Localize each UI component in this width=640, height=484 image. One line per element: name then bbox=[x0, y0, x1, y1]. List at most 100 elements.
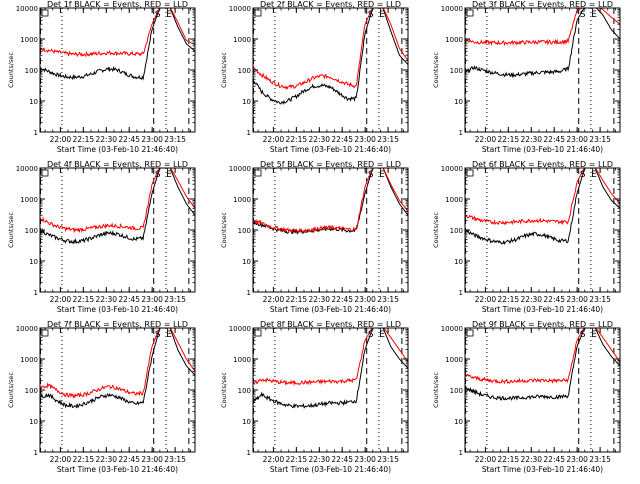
panel-title: Det 1f BLACK = Events, RED = LLD bbox=[47, 0, 188, 9]
x-tick-label: 23:00 bbox=[354, 135, 376, 144]
x-tick-label: 22:30 bbox=[95, 135, 117, 144]
y-tick-label: 1000 bbox=[20, 36, 38, 44]
y-axis-label: Counts/sec bbox=[432, 212, 440, 248]
x-tick-label: 22:45 bbox=[331, 455, 353, 464]
x-tick-label: 22:15 bbox=[498, 455, 520, 464]
x-tick-label: 22:00 bbox=[263, 455, 285, 464]
x-tick-label: 22:45 bbox=[543, 135, 565, 144]
corner-box bbox=[466, 9, 474, 17]
x-tick-label: 22:45 bbox=[543, 295, 565, 304]
corner-box bbox=[41, 329, 49, 337]
marker-s: S bbox=[580, 330, 586, 340]
y-tick-label: 10000 bbox=[441, 5, 463, 13]
x-tick-label: 23:00 bbox=[566, 295, 588, 304]
y-tick-label: 1000 bbox=[233, 196, 251, 204]
series-line-1 bbox=[40, 168, 195, 245]
plot-frame bbox=[39, 167, 196, 293]
panel-title: Det 9f BLACK = Events, RED = LLD bbox=[472, 320, 613, 329]
x-tick-label: 23:15 bbox=[377, 455, 399, 464]
series-line-2 bbox=[253, 8, 408, 91]
series-line-2 bbox=[465, 168, 620, 226]
marker-e: E bbox=[379, 170, 385, 180]
marker-s: S bbox=[155, 170, 161, 180]
y-tick-label: 10 bbox=[454, 258, 463, 266]
plot-frame bbox=[464, 167, 621, 293]
y-tick-label: 10000 bbox=[16, 165, 38, 173]
x-tick-label: 22:45 bbox=[118, 295, 140, 304]
series-line-1 bbox=[40, 328, 195, 409]
marker-s: S bbox=[155, 330, 161, 340]
x-tick-label: 22:30 bbox=[308, 295, 330, 304]
y-axis-label: Counts/sec bbox=[7, 52, 15, 88]
x-axis-label: Start Time (03-Feb-10 21:46:40) bbox=[482, 305, 603, 314]
y-tick-label: 1000 bbox=[445, 196, 463, 204]
x-tick-label: 22:15 bbox=[73, 295, 95, 304]
x-axis-label: Start Time (03-Feb-10 21:46:40) bbox=[482, 465, 603, 474]
y-tick-label: 100 bbox=[238, 67, 251, 75]
x-tick-label: 22:45 bbox=[331, 295, 353, 304]
x-tick-label: 22:00 bbox=[475, 295, 497, 304]
x-tick-label: 23:00 bbox=[566, 135, 588, 144]
y-tick-label: 1 bbox=[459, 289, 463, 297]
y-tick-label: 1 bbox=[459, 449, 463, 457]
series-line-1 bbox=[253, 8, 408, 105]
series-line-1 bbox=[253, 328, 408, 409]
marker-e: E bbox=[379, 330, 385, 340]
panel-title: Det 4f BLACK = Events, RED = LLD bbox=[47, 160, 188, 169]
x-tick-label: 23:15 bbox=[377, 135, 399, 144]
y-tick-label: 100 bbox=[25, 227, 38, 235]
x-axis-label: Start Time (03-Feb-10 21:46:40) bbox=[482, 145, 603, 154]
marker-e: E bbox=[166, 330, 172, 340]
corner-box bbox=[41, 9, 49, 17]
marker-e: E bbox=[591, 170, 597, 180]
y-tick-label: 1 bbox=[247, 129, 251, 137]
plot-frame bbox=[464, 7, 621, 133]
x-tick-label: 22:00 bbox=[50, 455, 72, 464]
x-tick-label: 22:30 bbox=[95, 455, 117, 464]
y-tick-label: 1 bbox=[34, 129, 38, 137]
y-tick-label: 10000 bbox=[16, 5, 38, 13]
marker-e: E bbox=[166, 10, 172, 20]
y-axis-label: Counts/sec bbox=[220, 372, 228, 408]
x-tick-label: 22:00 bbox=[475, 135, 497, 144]
y-tick-label: 1000 bbox=[233, 36, 251, 44]
y-tick-label: 100 bbox=[238, 227, 251, 235]
marker-s: S bbox=[580, 170, 586, 180]
y-tick-label: 10 bbox=[29, 418, 38, 426]
marker-s: S bbox=[368, 170, 374, 180]
x-tick-label: 22:15 bbox=[498, 295, 520, 304]
corner-box bbox=[254, 9, 262, 17]
series-line-1 bbox=[465, 328, 620, 401]
x-tick-label: 22:45 bbox=[543, 455, 565, 464]
y-axis-label: Counts/sec bbox=[220, 52, 228, 88]
x-axis-label: Start Time (03-Feb-10 21:46:40) bbox=[57, 145, 178, 154]
series-line-1 bbox=[465, 168, 620, 245]
y-tick-label: 1 bbox=[247, 289, 251, 297]
y-tick-label: 1000 bbox=[445, 36, 463, 44]
panel-title: Det 6f BLACK = Events, RED = LLD bbox=[472, 160, 613, 169]
x-tick-label: 22:15 bbox=[286, 135, 308, 144]
panel-title: Det 7f BLACK = Events, RED = LLD bbox=[47, 320, 188, 329]
y-tick-label: 1 bbox=[34, 289, 38, 297]
x-tick-label: 22:30 bbox=[95, 295, 117, 304]
x-tick-label: 23:00 bbox=[141, 295, 163, 304]
y-tick-label: 100 bbox=[450, 387, 463, 395]
y-tick-label: 100 bbox=[25, 387, 38, 395]
y-tick-label: 1000 bbox=[445, 356, 463, 364]
y-axis-label: Counts/sec bbox=[7, 372, 15, 408]
x-tick-label: 22:00 bbox=[263, 295, 285, 304]
x-axis-label: Start Time (03-Feb-10 21:46:40) bbox=[57, 305, 178, 314]
y-axis-label: Counts/sec bbox=[432, 52, 440, 88]
y-tick-label: 10 bbox=[242, 98, 251, 106]
y-axis-label: Counts/sec bbox=[432, 372, 440, 408]
panel-title: Det 2f BLACK = Events, RED = LLD bbox=[260, 0, 401, 9]
series-line-2 bbox=[40, 8, 195, 58]
y-tick-label: 100 bbox=[450, 67, 463, 75]
